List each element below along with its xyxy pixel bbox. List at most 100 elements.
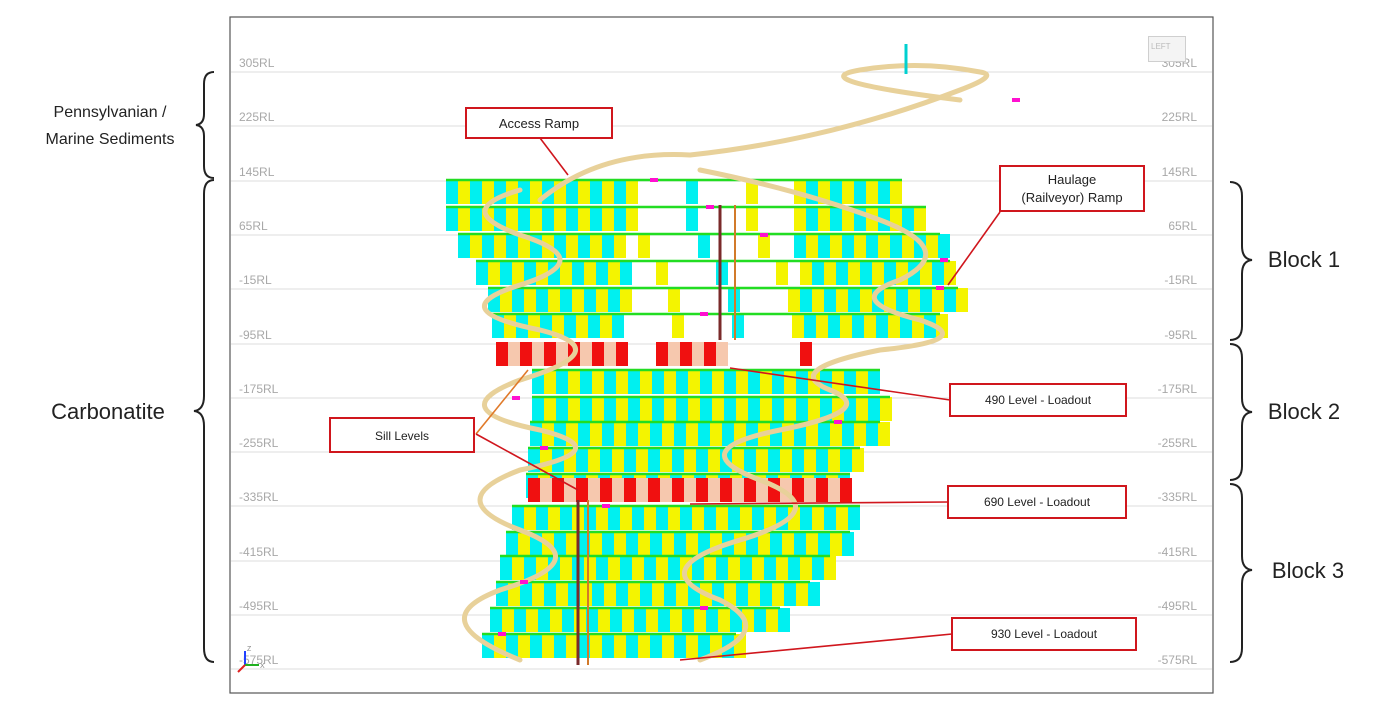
stope	[584, 288, 596, 312]
stope	[600, 314, 612, 338]
stope	[878, 422, 890, 446]
stope	[712, 370, 724, 394]
sill-stope	[680, 342, 692, 366]
stope	[864, 314, 876, 338]
stope	[888, 314, 900, 338]
stope	[470, 234, 482, 258]
stope	[724, 370, 736, 394]
stope	[560, 288, 572, 312]
stope	[748, 370, 760, 394]
stope	[602, 234, 614, 258]
stope	[512, 556, 524, 580]
stope	[614, 207, 626, 231]
rl-label-right: -575RL	[1158, 653, 1198, 667]
stope	[530, 422, 542, 446]
stope	[740, 556, 752, 580]
rl-label-right: -415RL	[1158, 545, 1198, 559]
stope	[542, 207, 554, 231]
stope	[652, 397, 664, 421]
stope	[628, 397, 640, 421]
stope-row	[496, 580, 820, 606]
stope	[944, 288, 956, 312]
stope	[578, 207, 590, 231]
leader-sill-lower	[475, 433, 579, 491]
stope	[806, 532, 818, 556]
stope	[698, 422, 710, 446]
stope	[458, 180, 470, 204]
view-cube-icon[interactable]	[1148, 36, 1186, 62]
stope	[664, 397, 676, 421]
stope	[588, 314, 600, 338]
stope	[494, 234, 506, 258]
stope	[536, 288, 548, 312]
stope	[532, 582, 544, 606]
marker	[498, 632, 506, 636]
stope	[770, 532, 782, 556]
sill-stope	[496, 342, 508, 366]
stope	[734, 532, 746, 556]
stope	[490, 608, 502, 632]
stope	[602, 532, 614, 556]
stope	[764, 506, 776, 530]
stope	[624, 448, 636, 472]
stope	[524, 556, 536, 580]
stope	[718, 608, 730, 632]
stope	[758, 234, 770, 258]
stope	[768, 448, 780, 472]
rl-label-left: -95RL	[239, 328, 272, 342]
stope	[662, 422, 674, 446]
stope	[736, 397, 748, 421]
stope	[604, 397, 616, 421]
stope	[536, 506, 548, 530]
stope	[818, 207, 830, 231]
stope	[568, 370, 580, 394]
rl-label-left: 225RL	[239, 110, 275, 124]
stope	[752, 556, 764, 580]
stope	[506, 532, 518, 556]
stope	[748, 397, 760, 421]
sill-stope	[508, 342, 520, 366]
stope	[566, 180, 578, 204]
marker	[760, 233, 768, 237]
stope	[446, 180, 458, 204]
sill-stope	[612, 478, 624, 502]
stope	[626, 207, 638, 231]
stope	[772, 582, 784, 606]
stope	[488, 261, 500, 285]
stope	[818, 422, 830, 446]
stope	[836, 506, 848, 530]
sill-stope	[588, 478, 600, 502]
stope	[852, 314, 864, 338]
stope	[700, 397, 712, 421]
stope	[664, 582, 676, 606]
stope	[524, 506, 536, 530]
stope	[824, 261, 836, 285]
stope	[900, 314, 912, 338]
brace-block3	[1229, 483, 1253, 663]
stope	[620, 556, 632, 580]
stope	[556, 582, 568, 606]
block-1-label: Block 1	[1268, 247, 1340, 272]
marker	[540, 446, 548, 450]
rl-label-right: -495RL	[1158, 599, 1198, 613]
stope	[576, 448, 588, 472]
stope	[500, 288, 512, 312]
stope	[854, 234, 866, 258]
stope	[638, 532, 650, 556]
stope	[660, 448, 672, 472]
stope	[908, 288, 920, 312]
stope	[674, 422, 686, 446]
stope	[956, 288, 968, 312]
sill-stope	[672, 478, 684, 502]
rl-label-right: -175RL	[1158, 382, 1198, 396]
stope	[544, 582, 556, 606]
stope	[538, 608, 550, 632]
stope	[526, 608, 538, 632]
stope	[574, 608, 586, 632]
stope	[650, 532, 662, 556]
stope	[596, 261, 608, 285]
stope	[644, 506, 656, 530]
stope	[800, 556, 812, 580]
stope	[544, 397, 556, 421]
stope	[662, 634, 674, 658]
